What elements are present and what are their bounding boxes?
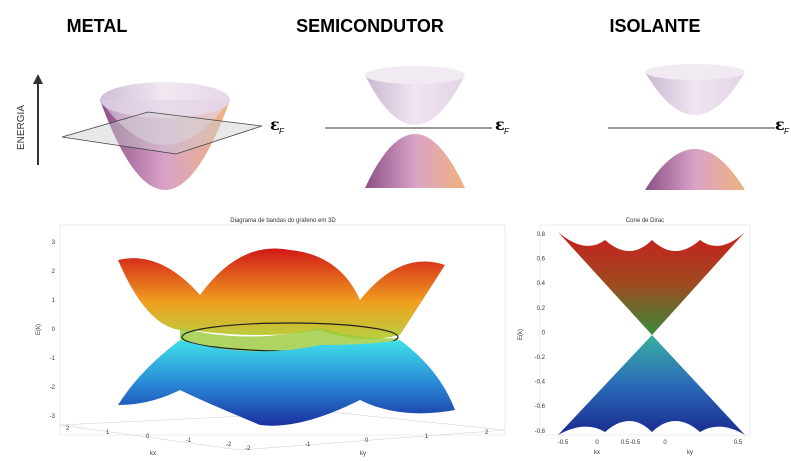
y-tick-label: -0.2: [535, 355, 546, 361]
y-tick-label: 2: [52, 269, 56, 275]
x-tick-label: -2: [245, 446, 251, 452]
dirac-plot: [540, 225, 750, 435]
x-tick-label: 0: [595, 440, 599, 446]
y-tick-label: 0: [542, 330, 546, 336]
x-tick-label: -1: [186, 438, 192, 444]
x-tick-label: 0.5: [734, 440, 743, 446]
fermi-subscript: F: [279, 127, 285, 136]
plot-title: Diagrama de bandas do grafeno em 3D: [230, 218, 336, 224]
y-tick-label: -0.6: [535, 404, 546, 410]
y-tick-label: 0.6: [537, 257, 546, 263]
x-label: ky: [687, 450, 693, 456]
panel-title: SEMICONDUTOR: [296, 16, 444, 36]
y-label: E(k): [518, 329, 524, 340]
semiconductor-diagram: [325, 66, 492, 188]
x-label: ky: [360, 451, 366, 457]
metal-diagram: [33, 74, 262, 190]
y-tick-label: -0.4: [535, 380, 546, 386]
y-tick-label: -0.8: [535, 429, 546, 435]
y-tick-label: 1: [52, 298, 56, 304]
y-tick-label: -2: [50, 385, 56, 391]
y-tick-label: -3: [50, 414, 56, 420]
y-tick-label: 0.8: [537, 232, 546, 238]
x-label: kx: [594, 450, 600, 456]
x-tick-label: -0.5: [630, 440, 641, 446]
energy-label: ENERGIA: [16, 105, 27, 150]
y-tick-label: 0.4: [537, 281, 546, 287]
y-tick-label: 0.2: [537, 306, 546, 312]
fermi-subscript: F: [784, 127, 790, 136]
y-tick-label: 3: [52, 240, 56, 246]
panel-title: ISOLANTE: [609, 16, 700, 36]
x-tick-label: -1: [305, 442, 311, 448]
panel-title: METAL: [67, 16, 128, 36]
graphene-plot: [60, 225, 505, 450]
y-tick-label: -1: [50, 356, 56, 362]
insulator-diagram: [608, 64, 775, 190]
y-label: E(k): [36, 324, 42, 335]
fermi-subscript: F: [504, 127, 510, 136]
plot-title: Cone de Dirac: [626, 218, 664, 224]
x-tick-label: 2: [66, 426, 70, 432]
y-tick-label: 0: [52, 327, 56, 333]
x-tick-label: 0.5: [621, 440, 630, 446]
x-tick-label: -2: [226, 442, 232, 448]
figure: METALSEMICONDUTORISOLANTEENERGIAεFεFεFDi…: [0, 0, 791, 461]
x-tick-label: 0: [365, 438, 369, 444]
x-label: kx: [150, 451, 156, 457]
x-tick-label: -0.5: [558, 440, 569, 446]
x-tick-label: 0: [663, 440, 667, 446]
